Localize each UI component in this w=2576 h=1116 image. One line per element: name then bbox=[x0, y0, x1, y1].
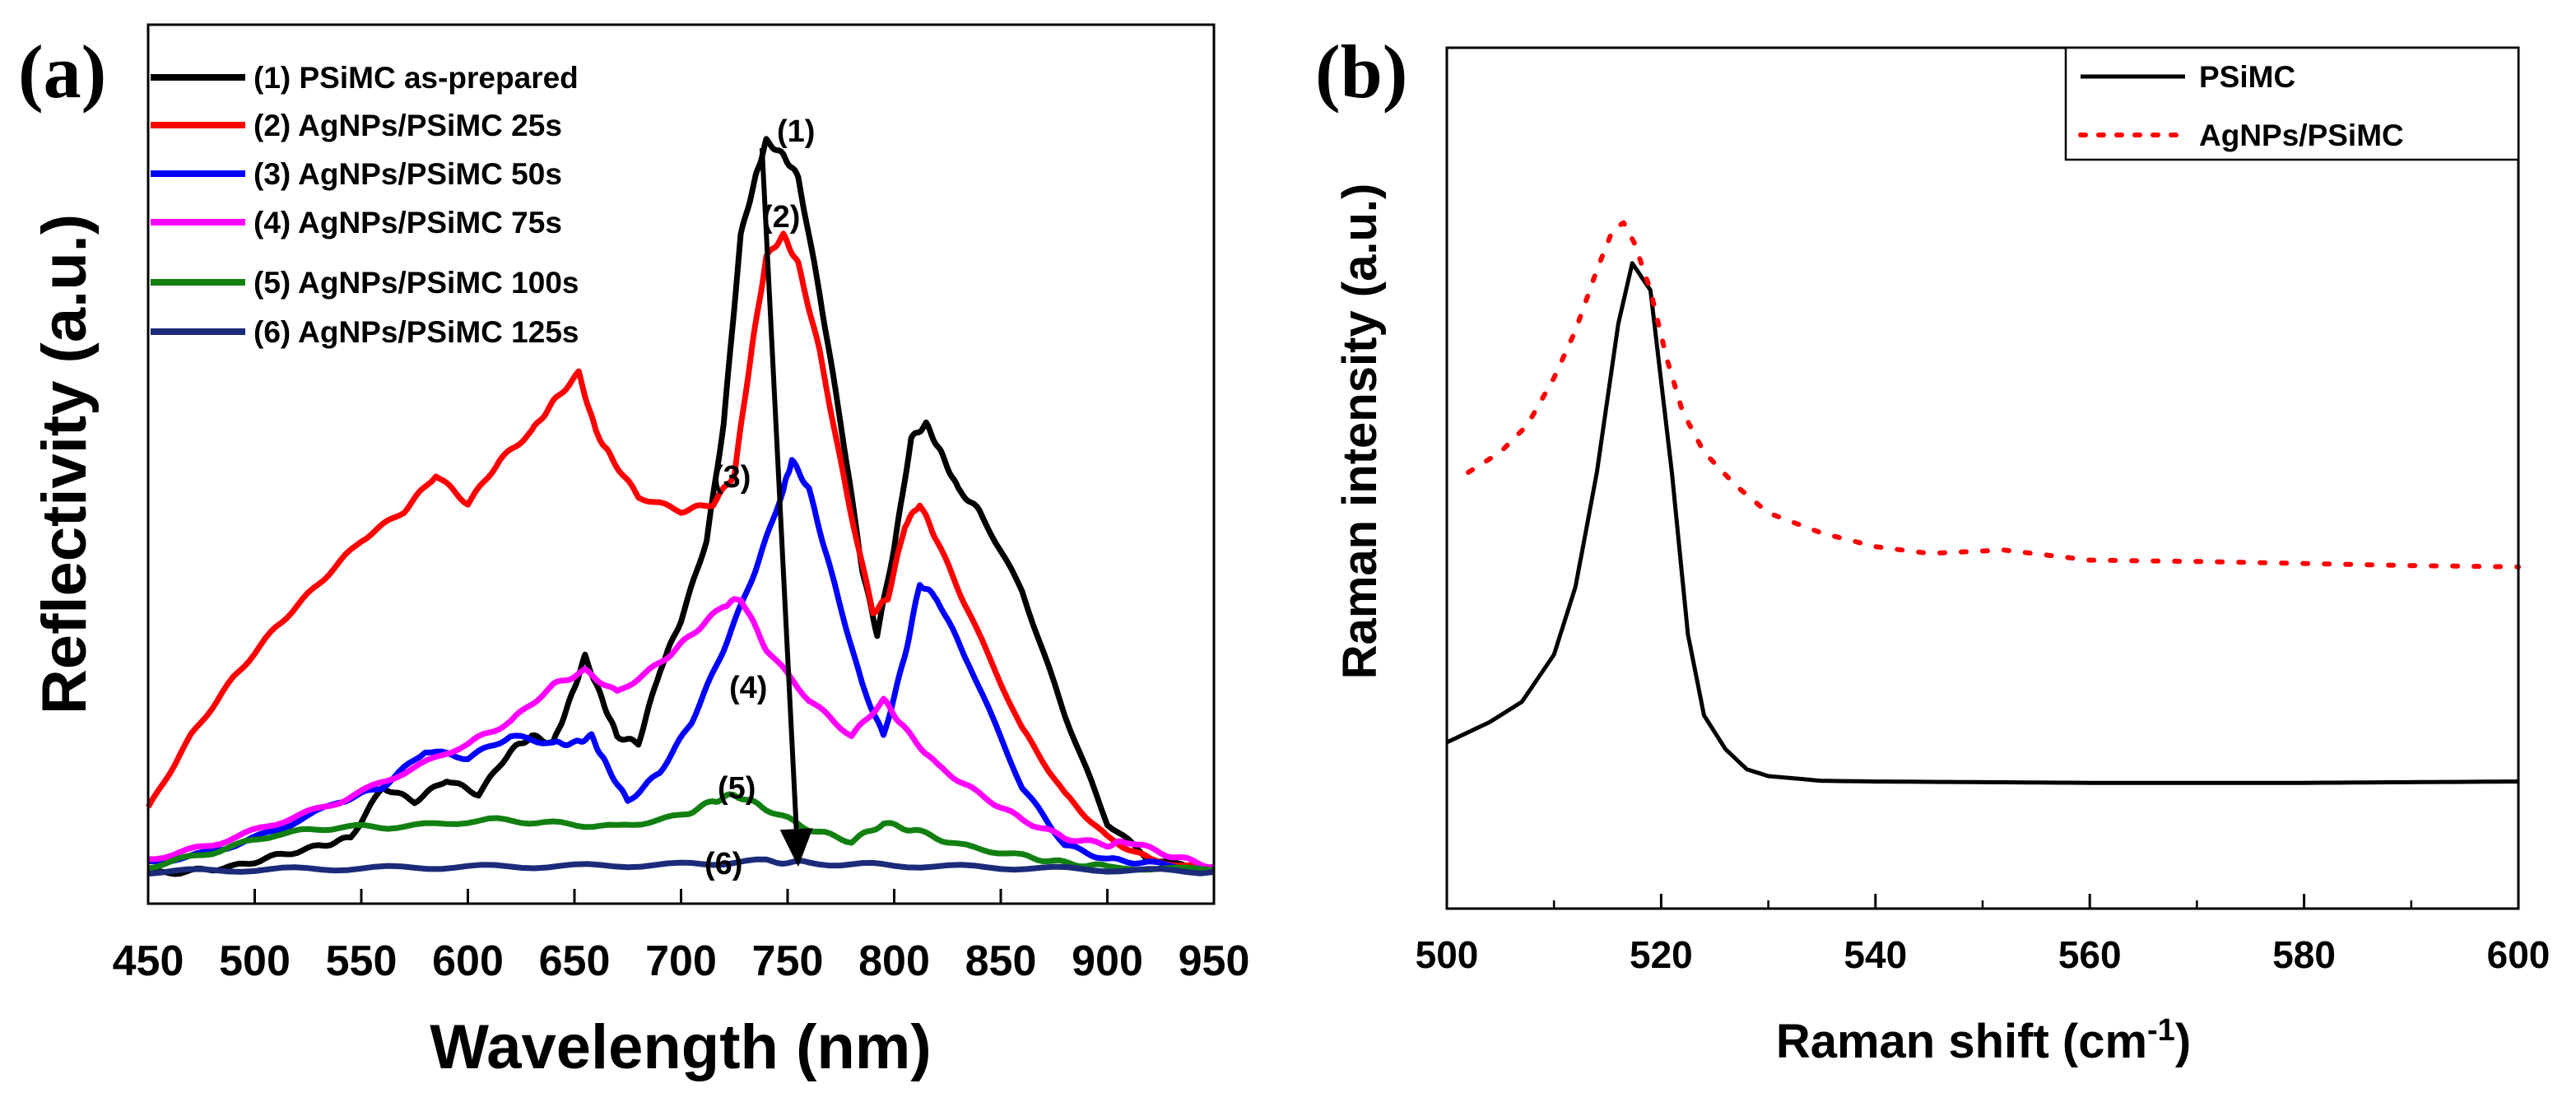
x-tick-label: 600 bbox=[2487, 933, 2550, 976]
panel-b-series bbox=[1445, 220, 2521, 785]
x-tick-label: 520 bbox=[1630, 933, 1693, 976]
panel-a-arrow-shaft bbox=[759, 147, 799, 830]
x-tick-label: 500 bbox=[1416, 933, 1479, 976]
annotation-5: (5) bbox=[718, 771, 756, 806]
panel-b-x-axis-title-main: Raman shift (cm bbox=[1776, 1015, 2147, 1068]
annotation-3: (3) bbox=[713, 460, 751, 495]
annotation-6: (6) bbox=[704, 847, 742, 881]
x-tick-label: 700 bbox=[645, 937, 717, 985]
panel-a-annotations: (1) (2) (3) (4) (5) (6) bbox=[704, 114, 815, 881]
x-tick-label: 750 bbox=[752, 937, 824, 985]
series-line-1-psimc-as-prepared bbox=[146, 136, 1215, 877]
legend-a-label-2: (2) AgNPs/PSiMC 25s bbox=[253, 109, 562, 142]
x-tick-label: 500 bbox=[219, 937, 291, 985]
panel-a-series bbox=[145, 136, 1216, 877]
legend-a-label-3: (3) AgNPs/PSiMC 50s bbox=[253, 157, 562, 191]
x-tick-label: 550 bbox=[326, 937, 398, 985]
annotation-4: (4) bbox=[729, 671, 767, 705]
panel-b-label: (b) bbox=[1315, 30, 1407, 114]
panel-b-x-axis-title-end: ) bbox=[2175, 1015, 2191, 1068]
panel-a-legend: (1) PSiMC as-prepared (2) AgNPs/PSiMC 25… bbox=[151, 61, 579, 349]
legend-a-label-5: (5) AgNPs/PSiMC 100s bbox=[253, 266, 579, 300]
panel-a: (a) 450 500 550 600 650 700 750 800 850 900 950 (1… bbox=[18, 23, 1250, 1082]
panel-a-arrow-head bbox=[779, 828, 813, 867]
panel-a-x-axis-title: Wavelength (nm) bbox=[430, 1012, 931, 1082]
panel-a-y-axis-title: Reflectivity (a.u.) bbox=[30, 214, 100, 714]
panel-b-x-ticks: 500 520 540 560 580 600 bbox=[1416, 894, 2550, 976]
x-tick-label: 580 bbox=[2272, 933, 2336, 976]
x-tick-label: 850 bbox=[965, 937, 1037, 985]
legend-b-label-1: PSiMC bbox=[2199, 60, 2295, 94]
x-tick-label: 450 bbox=[113, 937, 184, 985]
series-line-2-agnps-psimc-25s bbox=[145, 230, 1216, 873]
x-tick-label: 800 bbox=[858, 937, 930, 985]
series-line-3-agnps-psimc-50s bbox=[147, 457, 1216, 873]
panel-b-x-axis-title: Raman shift (cm-1) bbox=[1776, 1013, 2191, 1068]
series-line-6-agnps-psimc-125s bbox=[147, 856, 1215, 877]
x-tick-label: 560 bbox=[2058, 933, 2122, 976]
annotation-1: (1) bbox=[777, 114, 815, 149]
panel-b-plot-frame bbox=[1445, 46, 2520, 910]
legend-b-label-2: AgNPs/PSiMC bbox=[2199, 119, 2404, 152]
x-tick-label: 600 bbox=[432, 937, 504, 985]
panel-b-x-axis-title-sup: -1 bbox=[2147, 1013, 2175, 1048]
series-line-4-agnps-psimc-75s bbox=[147, 596, 1215, 871]
panel-b-legend: PSiMC AgNPs/PSiMC bbox=[2064, 46, 2520, 161]
legend-a-label-4: (4) AgNPs/PSiMC 75s bbox=[253, 206, 562, 239]
x-tick-label: 900 bbox=[1072, 937, 1143, 985]
series-line-agnps-psimc bbox=[1466, 220, 2521, 570]
legend-b-box bbox=[2064, 46, 2520, 161]
x-tick-label: 650 bbox=[539, 937, 611, 985]
legend-a-label-6: (6) AgNPs/PSiMC 125s bbox=[253, 315, 579, 349]
series-line-5-agnps-psimc-100s bbox=[147, 791, 1215, 874]
x-tick-label: 950 bbox=[1179, 937, 1250, 985]
series-line-psimc bbox=[1445, 261, 2518, 785]
panel-b: (b) 500 520 540 560 580 600 PSiMC AgNPs/PSiMC… bbox=[1315, 30, 2550, 1068]
panel-a-x-ticks: 450 500 550 600 650 700 750 800 850 900 950 bbox=[113, 889, 1250, 985]
panel-a-label: (a) bbox=[18, 30, 106, 114]
legend-a-label-1: (1) PSiMC as-prepared bbox=[253, 61, 579, 95]
panel-b-y-axis-title: Raman intensity (a.u.) bbox=[1333, 184, 1387, 680]
x-tick-label: 540 bbox=[1844, 933, 1907, 976]
